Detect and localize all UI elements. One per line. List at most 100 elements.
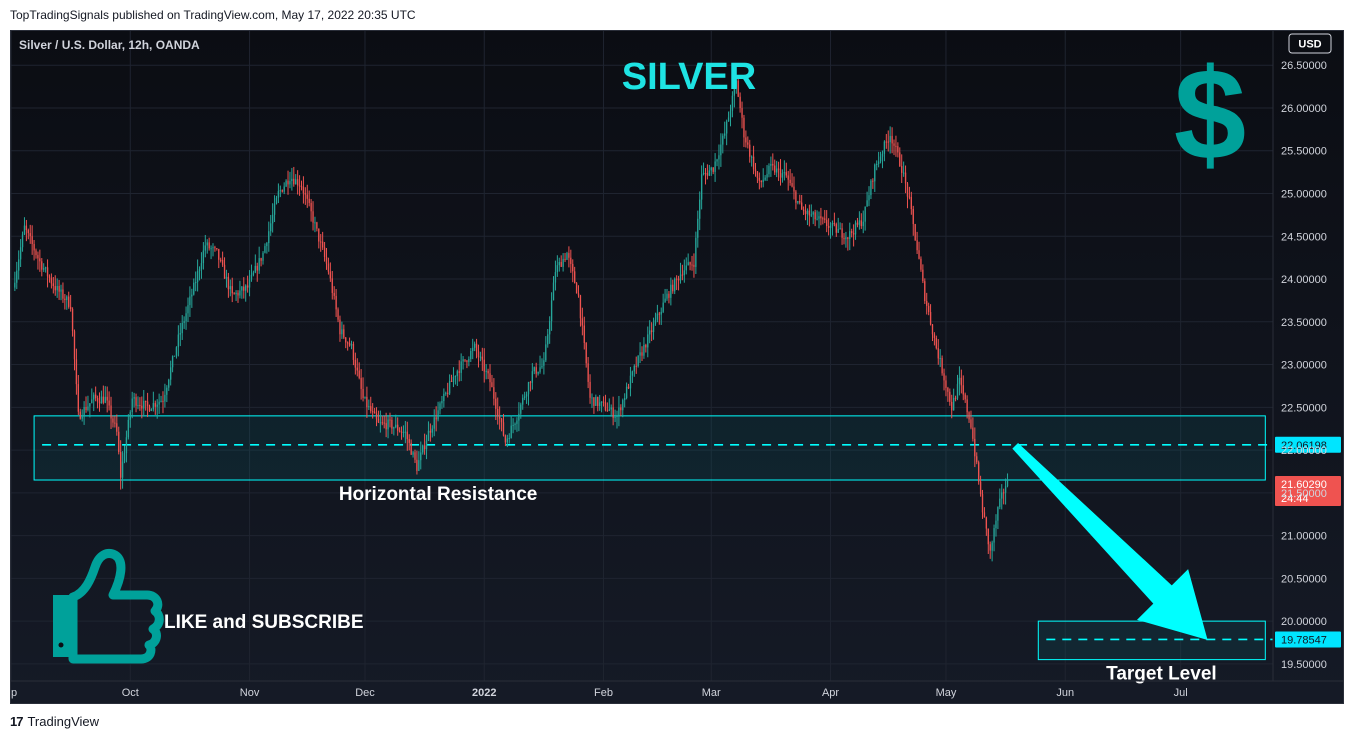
candle [295,174,297,185]
candle-body [19,247,22,260]
candle [102,385,105,405]
candle-body [295,179,297,185]
candle-body [48,276,51,278]
candle-body [997,507,999,521]
candle [506,434,509,448]
candle-body [733,87,736,96]
candle [679,262,682,284]
candle [660,307,662,325]
price-label-resistance: 22.06198 [1275,436,1341,453]
candle [739,92,741,113]
candle-body [377,418,380,423]
candle-body [716,159,718,162]
candle-body [314,222,316,224]
candle-body [260,258,262,261]
candle [720,133,722,167]
candle-body [119,452,122,478]
candle [722,133,724,154]
candle [637,355,639,368]
candle [664,288,666,303]
candle [162,391,164,414]
candle [608,398,610,412]
candle [672,279,674,294]
candle-body [68,296,70,307]
candle-body [635,365,637,367]
candle-body [943,373,945,381]
candle [387,415,389,439]
candle [849,222,851,251]
candle-body [366,396,368,408]
price-label-last: 21.60290 24:44 [1275,476,1341,507]
candle [422,444,424,455]
candle-body [21,234,24,248]
candle-body [110,405,112,419]
candle-body [102,396,105,403]
candle [321,231,324,250]
candle [206,239,208,254]
candle [254,254,256,274]
candle [58,279,60,300]
candle-body [675,278,678,280]
candle [697,210,699,248]
candle [212,243,214,257]
candle-body [724,133,726,136]
candle-body [69,306,72,310]
candle-body [606,410,609,412]
chart-svg[interactable]: Horizontal Resistance Target Level 22.061… [5,31,1343,703]
candle [624,393,626,408]
candle [312,201,314,231]
candle-body [585,342,587,364]
candle-body [589,381,591,398]
candle-body [987,528,989,545]
candle [860,213,862,229]
candle [89,403,91,418]
candle [785,162,787,178]
candle [851,228,853,238]
candle-body [156,404,158,407]
candle [389,412,391,428]
candle [341,321,343,339]
candle-body [718,155,720,160]
candle [947,386,949,402]
candle [164,383,166,408]
candle-body [849,231,851,240]
candle [668,291,670,304]
candle [685,257,687,275]
candle-body [320,241,322,243]
candle-body [766,174,768,178]
candle-body [204,245,206,251]
candle-body [133,397,135,399]
candle [656,304,659,323]
candle [774,159,776,176]
candle [993,524,995,552]
candle-body [785,172,787,176]
chart-frame[interactable]: Horizontal Resistance Target Level 22.061… [5,30,1344,704]
candle [260,257,262,267]
candle-body [397,424,399,431]
y-tick-label: 23.00000 [1281,360,1327,372]
candle [839,222,841,230]
candle-body [591,397,593,399]
candle-body [479,356,482,358]
candle [1006,473,1009,488]
candle-body [310,202,312,212]
candle-body [581,318,584,326]
candle [77,375,80,415]
candle [864,206,866,231]
candle [204,234,206,258]
candle-body [833,223,836,225]
candle-body [491,382,493,388]
candle-body [235,292,237,295]
candle-body [920,258,922,270]
candle-body [927,305,930,312]
candle [970,410,972,430]
candle-body [275,197,278,204]
chart-title: SILVER [622,56,756,98]
candle-body [693,264,695,267]
candle [304,187,307,205]
candle-body [41,261,43,270]
candle [981,489,984,519]
candle [902,161,905,177]
currency-button[interactable]: USD [1288,33,1332,54]
candle-body [266,243,268,247]
